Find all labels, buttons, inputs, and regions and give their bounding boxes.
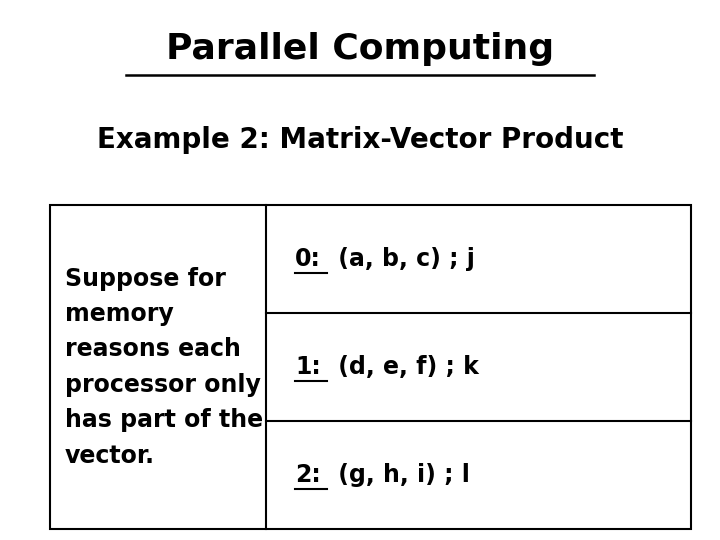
Text: 0:: 0: (295, 247, 321, 271)
Text: Suppose for
memory
reasons each
processor only
has part of the
vector.: Suppose for memory reasons each processo… (65, 267, 263, 468)
Text: Example 2: Matrix-Vector Product: Example 2: Matrix-Vector Product (96, 126, 624, 154)
Text: 2:: 2: (295, 463, 321, 487)
Text: 1:: 1: (295, 355, 321, 379)
Bar (50, 205, 691, 529)
Text: (d, e, f) ; k: (d, e, f) ; k (330, 355, 479, 379)
Text: (a, b, c) ; j: (a, b, c) ; j (330, 247, 474, 271)
Text: Parallel Computing: Parallel Computing (166, 32, 554, 65)
Text: (g, h, i) ; l: (g, h, i) ; l (330, 463, 469, 487)
